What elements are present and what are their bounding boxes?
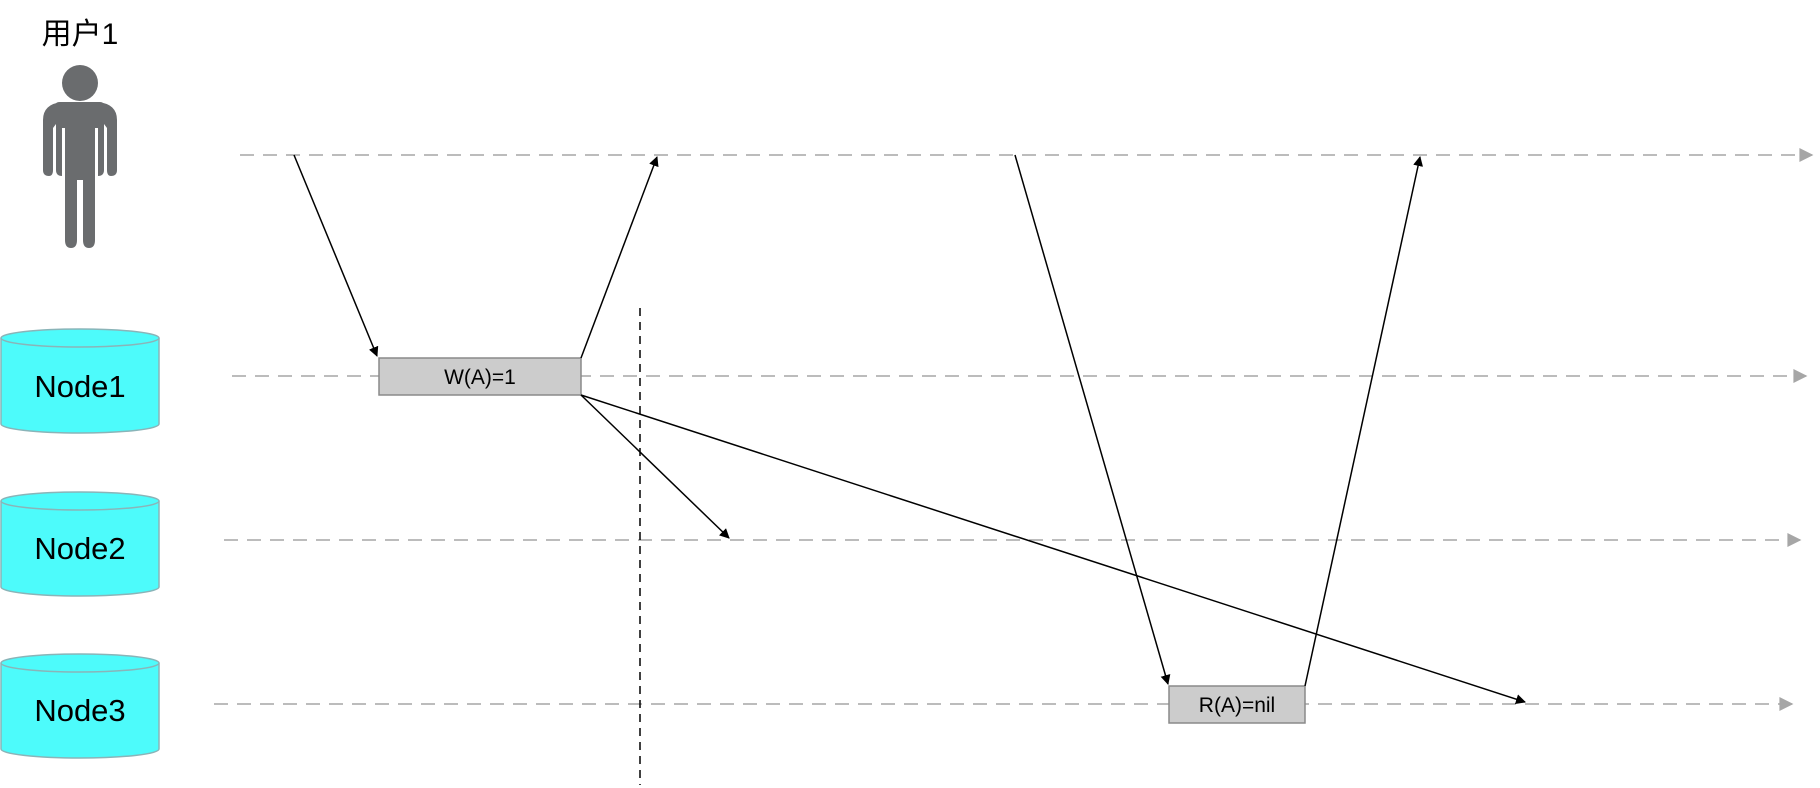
- node3-cylinder: Node3: [0, 653, 160, 759]
- write-operation-label: W(A)=1: [444, 366, 516, 389]
- node1-label: Node1: [34, 369, 125, 404]
- node2-label: Node2: [34, 531, 125, 566]
- read-operation-label: R(A)=nil: [1199, 694, 1275, 717]
- arrow-write-ack-to-user: [580, 156, 659, 359]
- arrow-read-result-to-user: [1304, 156, 1423, 687]
- read-operation-box: R(A)=nil: [1168, 685, 1306, 724]
- node3-label: Node3: [34, 693, 125, 728]
- node2-cylinder: Node2: [0, 491, 160, 597]
- arrow-user-to-read: [1014, 154, 1171, 685]
- write-operation-box: W(A)=1: [378, 357, 582, 396]
- user-label: 用户1: [42, 18, 119, 51]
- node1-cylinder: Node1: [0, 328, 160, 434]
- arrow-replicate-to-node2: [580, 394, 730, 539]
- arrow-replicate-to-node3: [580, 394, 1526, 704]
- person-icon: [43, 65, 117, 248]
- arrow-user-to-write: [293, 154, 379, 357]
